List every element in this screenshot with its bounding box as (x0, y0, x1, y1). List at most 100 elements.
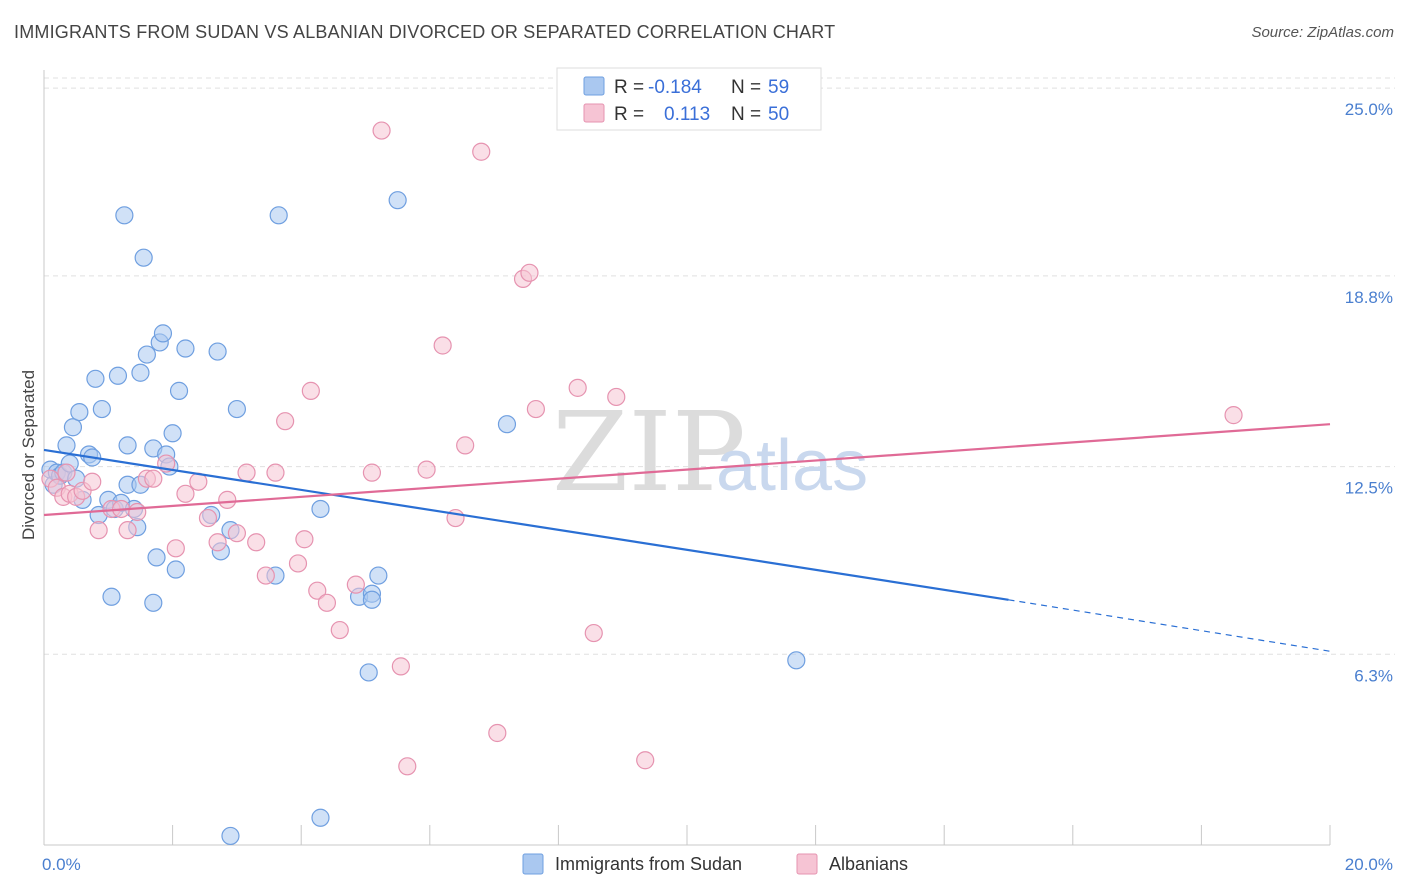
sudan-point (359, 663, 378, 682)
sudan-point (147, 548, 166, 567)
y-tick-labels: 6.3% 12.5% 18.8% 25.0% (1345, 100, 1393, 685)
sudan-point (102, 587, 121, 606)
sudan-point (57, 436, 76, 455)
bottom-legend-swatch-sudan (522, 853, 544, 875)
legend-r-label-2: R = (614, 104, 644, 125)
legend-n-value-2: 50 (768, 104, 789, 125)
albanian-point (433, 336, 452, 355)
albanian-point (391, 657, 410, 676)
sudan-point (131, 363, 150, 382)
albanian-point (346, 575, 365, 594)
sudan-point (134, 248, 153, 267)
albanian-trend-line (43, 423, 1331, 517)
watermark: ZIP atlas (552, 388, 868, 516)
albanian-point (256, 566, 275, 585)
albanian-point (144, 469, 163, 488)
albanian-point (301, 381, 320, 400)
x-tick-label: 0.0% (42, 855, 81, 874)
sudan-point (108, 366, 128, 385)
albanian-point (288, 554, 308, 573)
y-tick-label: 6.3% (1354, 666, 1393, 685)
watermark-zip: ZIP (552, 388, 746, 516)
bottom-legend-albanians: Albanians (829, 854, 908, 874)
bottom-legend-swatch-albanian (796, 853, 818, 875)
legend-n-label-1: N = (731, 77, 761, 98)
chart-title: IMMIGRANTS FROM SUDAN VS ALBANIAN DIVORC… (14, 22, 836, 42)
albanian-point (636, 751, 655, 770)
sudan-point (208, 342, 227, 361)
sudan-point (92, 399, 111, 419)
sudan-point (227, 399, 246, 419)
sudan-point (388, 191, 407, 210)
albanian-point (83, 472, 102, 491)
sudan-point (70, 402, 89, 422)
albanian-point (176, 484, 195, 503)
albanian-point (57, 463, 76, 482)
legend-r-label-1: R = (614, 77, 644, 98)
sudan-point (115, 206, 134, 225)
legend-n-value-1: 59 (768, 77, 789, 98)
albanian-point (372, 121, 391, 140)
sudan-trend-line (43, 448, 1009, 601)
sudan-point (176, 339, 195, 358)
y-tick-label: 18.8% (1345, 288, 1393, 307)
albanian-point (237, 463, 256, 482)
y-tick-label: 12.5% (1345, 479, 1393, 498)
albanian-point (526, 399, 545, 419)
albanian-point (247, 533, 266, 552)
sudan-point (137, 345, 156, 364)
albanian-point (417, 460, 436, 479)
albanian-point (488, 723, 507, 743)
sudan-point (497, 415, 517, 434)
sudan-point (144, 593, 163, 612)
albanian-point (456, 436, 475, 455)
albanian-point (218, 490, 237, 509)
grid-lines (44, 77, 1395, 655)
sudan-point (153, 324, 173, 343)
albanian-point (308, 581, 327, 600)
albanian-point (166, 539, 185, 558)
albanian-points (41, 121, 1243, 776)
albanian-point (520, 263, 539, 282)
x-ticks: 0.0% 20.0% (42, 825, 1393, 874)
sudan-point (86, 369, 105, 388)
albanian-point (266, 463, 285, 482)
albanian-point (118, 521, 137, 540)
albanian-point (398, 757, 417, 776)
sudan-point (166, 560, 185, 579)
sudan-point (63, 418, 83, 437)
sudan-point (362, 590, 382, 609)
legend-n-label-2: N = (731, 104, 761, 125)
sudan-point (369, 566, 388, 585)
y-axis-label: Divorced or Separated (19, 370, 38, 540)
sudan-point (787, 651, 806, 670)
legend-swatch-sudan (583, 76, 605, 96)
correlation-legend: R = -0.184 N = 59 R = 0.113 N = 50 (556, 67, 822, 131)
sudan-point (221, 826, 240, 846)
albanian-point (584, 623, 603, 643)
sudan-trend-line-extension (1008, 599, 1331, 652)
legend-swatch-albanian (583, 103, 605, 123)
sudan-point (118, 436, 137, 455)
albanian-point (607, 387, 626, 407)
albanian-point (295, 530, 314, 549)
albanian-point (317, 593, 337, 612)
y-tick-label: 25.0% (1345, 100, 1393, 119)
sudan-point (311, 499, 330, 519)
sudan-point (311, 808, 330, 827)
albanian-point (128, 502, 147, 522)
albanian-point (330, 620, 349, 640)
bottom-legend-sudan: Immigrants from Sudan (555, 854, 742, 874)
albanian-point (276, 412, 295, 431)
x-tick-label: 20.0% (1345, 855, 1393, 874)
sudan-point (269, 206, 288, 225)
albanian-point (198, 508, 218, 528)
albanian-point (227, 524, 246, 543)
albanian-point (208, 533, 227, 552)
albanian-point (568, 378, 587, 397)
albanian-point (362, 463, 382, 482)
source-label: Source: ZipAtlas.com (1251, 24, 1394, 41)
sudan-point (163, 424, 182, 443)
albanian-point (472, 142, 491, 161)
